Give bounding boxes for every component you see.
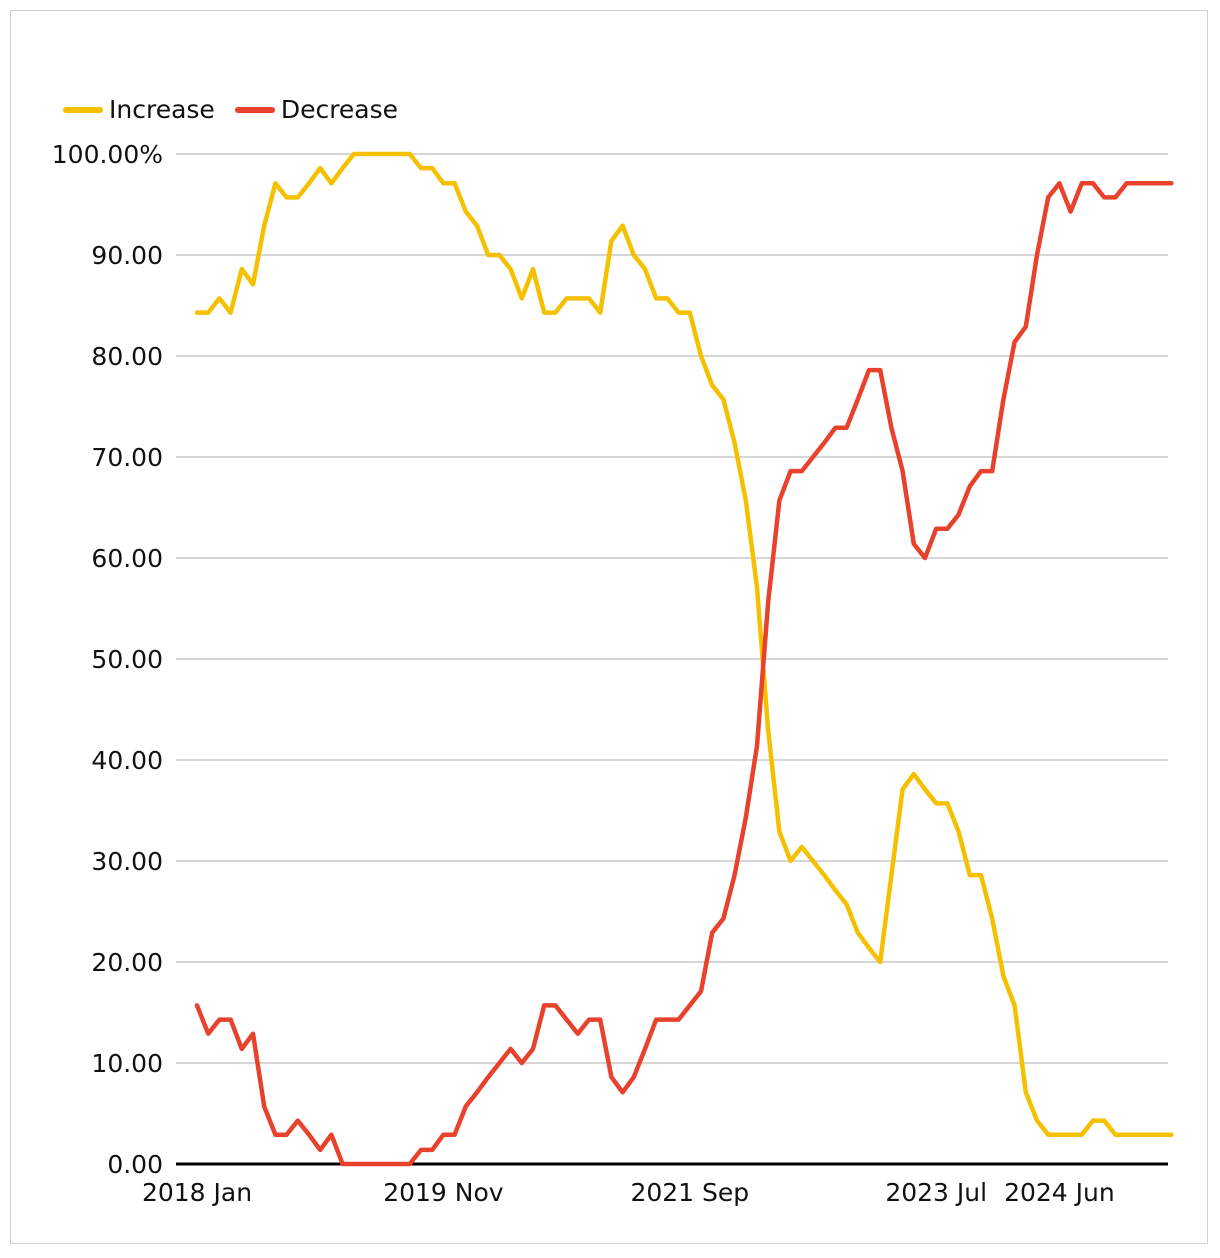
y-tick-label: 50.00 — [91, 645, 163, 674]
series-line-increase — [194, 151, 1174, 1137]
y-tick-label: 40.00 — [91, 746, 163, 775]
y-tick-label: 30.00 — [91, 847, 163, 876]
y-tick-label: 20.00 — [91, 948, 163, 977]
x-tick-label: 2019 Nov — [383, 1178, 504, 1207]
legend-item-increase: Increase — [63, 95, 215, 124]
x-tick-label: 2023 Jul — [885, 1178, 987, 1207]
series-line-decrease — [194, 181, 1174, 1167]
y-tick-label: 0.00 — [107, 1150, 163, 1179]
x-tick-label: 2024 Jun — [1004, 1178, 1115, 1207]
y-tick-label: 10.00 — [91, 1049, 163, 1078]
x-tick-label: 2018 Jan — [142, 1178, 252, 1207]
y-tick-label: 80.00 — [91, 342, 163, 371]
y-tick-label: 70.00 — [91, 443, 163, 472]
legend-label-increase: Increase — [109, 95, 215, 124]
x-tick-label: 2021 Sep — [630, 1178, 749, 1207]
legend-swatch-decrease — [234, 106, 275, 113]
chart-legend: Increase Decrease — [63, 95, 418, 124]
legend-item-decrease: Decrease — [234, 95, 399, 124]
chart-frame: Increase Decrease — [10, 10, 1208, 1244]
legend-label-decrease: Decrease — [280, 95, 399, 124]
y-tick-label: 100.00% — [52, 140, 163, 169]
y-tick-label: 60.00 — [91, 544, 163, 573]
y-tick-label: 90.00 — [91, 241, 163, 270]
legend-swatch-increase — [63, 106, 103, 113]
